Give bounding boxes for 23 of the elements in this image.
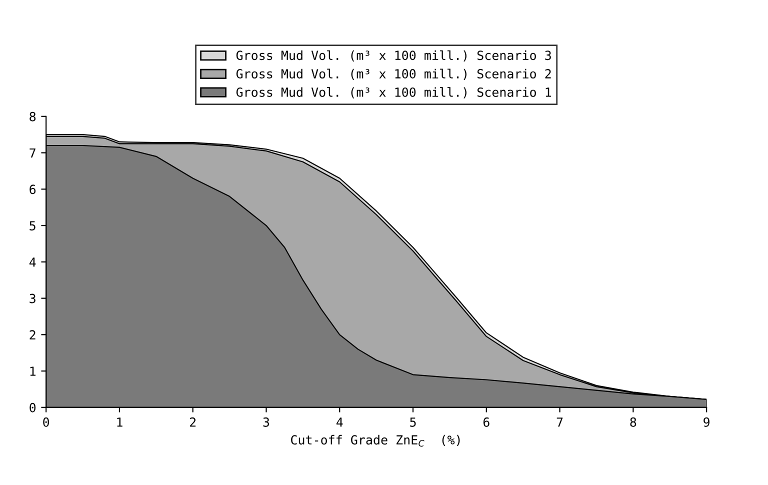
x-tick-label: 3: [263, 417, 270, 427]
y-tick-label: 7: [30, 148, 36, 158]
x-tick-label: 0: [43, 417, 50, 427]
y-tick-label: 5: [30, 221, 36, 230]
x-tick-label: 2: [190, 417, 196, 427]
y-tick-label: 3: [30, 294, 36, 304]
legend-label: Gross Mud Vol. (m³ x 100 mill.) Scenario 3: [236, 50, 551, 62]
x-tick-label: 8: [630, 417, 636, 427]
text: Cut-off Grade ZnE$_{C}$ (%): [291, 434, 460, 447]
x-tick-label: 4: [336, 418, 343, 427]
x-tick-label: 7: [556, 418, 563, 427]
legend-label: Gross Mud Vol. (m³ x 100 mill.) Scenario 2: [236, 68, 551, 80]
x-tick-label: 9: [704, 417, 710, 427]
y-tick-label: 2: [30, 330, 36, 340]
x-tick-label: 5: [410, 418, 416, 427]
y-tick-label: 4: [29, 258, 36, 267]
y-tick-label: 8: [30, 112, 36, 122]
x-tick-label: 6: [483, 417, 490, 427]
x-tick-label: 1: [117, 418, 122, 427]
y-tick-label: 6: [30, 184, 36, 194]
legend-label: Gross Mud Vol. (m³ x 100 mill.) Scenario 1: [236, 87, 552, 98]
y-tick-label: 1: [30, 366, 36, 376]
y-tick-label: 0: [30, 402, 36, 412]
